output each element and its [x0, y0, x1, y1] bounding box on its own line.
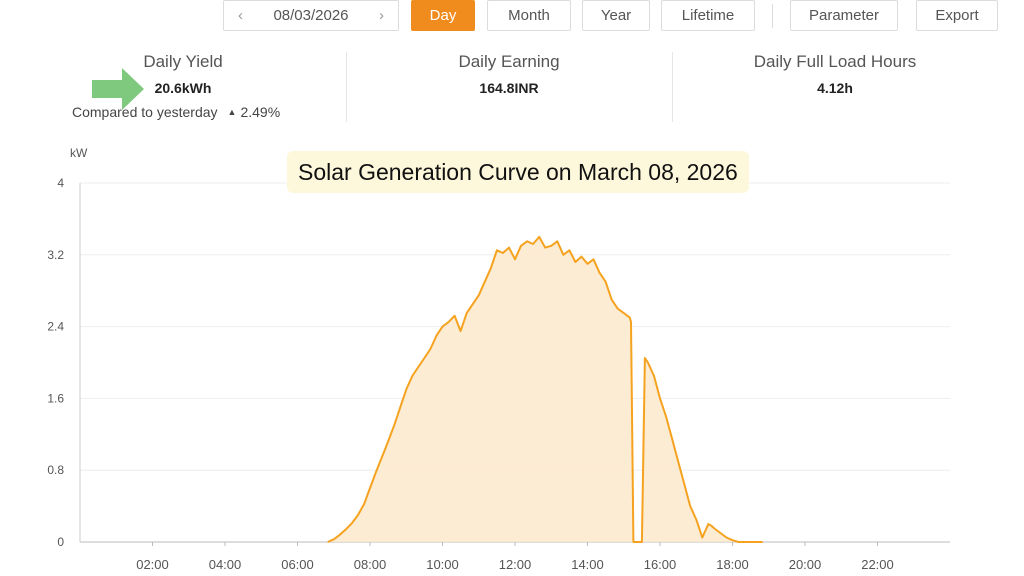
series-line — [327, 235, 763, 543]
up-triangle-icon: ▲ — [227, 107, 237, 117]
export-button[interactable]: Export — [916, 0, 998, 31]
y-tick-label: 4 — [57, 176, 64, 190]
x-tick-label: 14:00 — [571, 557, 604, 572]
x-tick-label: 04:00 — [209, 557, 242, 572]
tab-day[interactable]: Day — [411, 0, 475, 31]
compare-value: 2.49% — [240, 104, 281, 120]
x-tick-label: 12:00 — [499, 557, 532, 572]
y-tick-label: 3.2 — [47, 248, 64, 262]
green-arrow-right-icon — [92, 68, 144, 110]
daily-yield-label: Daily Yield — [143, 52, 223, 71]
y-axis-label: kW — [70, 146, 88, 160]
chevron-right-icon[interactable]: › — [378, 7, 384, 24]
tab-month[interactable]: Month — [487, 0, 571, 31]
y-tick-label: 0.8 — [47, 463, 64, 477]
date-picker[interactable]: ‹ 08/03/2026 › — [223, 0, 399, 31]
x-tick-label: 18:00 — [716, 557, 749, 572]
x-tick-label: 20:00 — [789, 557, 822, 572]
full-load-hours-stat: Daily Full Load Hours 4.12h — [725, 52, 945, 96]
daily-earning-stat: Daily Earning 164.8INR — [409, 52, 609, 96]
full-load-hours-value: 4.12h — [817, 80, 853, 96]
daily-yield-stat: Daily Yield 20.6kWh — [83, 52, 283, 96]
y-tick-label: 0 — [57, 535, 64, 549]
compare-yesterday: Compared to yesterday ▲ 2.49% — [72, 104, 280, 120]
x-tick-label: 08:00 — [354, 557, 387, 572]
x-tick-label: 06:00 — [281, 557, 314, 572]
y-tick-label: 2.4 — [47, 320, 64, 334]
x-tick-label: 10:00 — [426, 557, 459, 572]
full-load-hours-label: Daily Full Load Hours — [753, 52, 917, 71]
generation-chart: 0 0.8 1.6 2.4 3.2 4 02:00 04:00 06:00 08:00 10:00… — [47, 146, 950, 572]
x-tick-label: 16:00 — [644, 557, 677, 572]
daily-yield-value: 20.6kWh — [154, 80, 212, 96]
toolbar-divider — [772, 4, 773, 28]
daily-earning-label: Daily Earning — [458, 52, 560, 71]
x-tick-label: 02:00 — [136, 557, 169, 572]
toolbar: ‹ 08/03/2026 › Day Month Year Lifetime P… — [0, 0, 1024, 32]
parameter-button[interactable]: Parameter — [790, 0, 898, 31]
y-tick-label: 1.6 — [47, 391, 64, 405]
x-tick-label: 22:00 — [861, 557, 894, 572]
tab-year[interactable]: Year — [582, 0, 650, 31]
date-value: 08/03/2026 — [273, 7, 349, 24]
chart-title: Solar Generation Curve on March 08, 2026 — [287, 151, 749, 193]
series-area — [327, 236, 763, 542]
daily-earning-value: 164.8INR — [479, 80, 539, 96]
compare-label: Compared to yesterday — [72, 104, 218, 120]
stat-divider — [672, 52, 673, 122]
tab-lifetime[interactable]: Lifetime — [661, 0, 755, 31]
chevron-left-icon[interactable]: ‹ — [238, 7, 243, 24]
stat-divider — [346, 52, 347, 122]
